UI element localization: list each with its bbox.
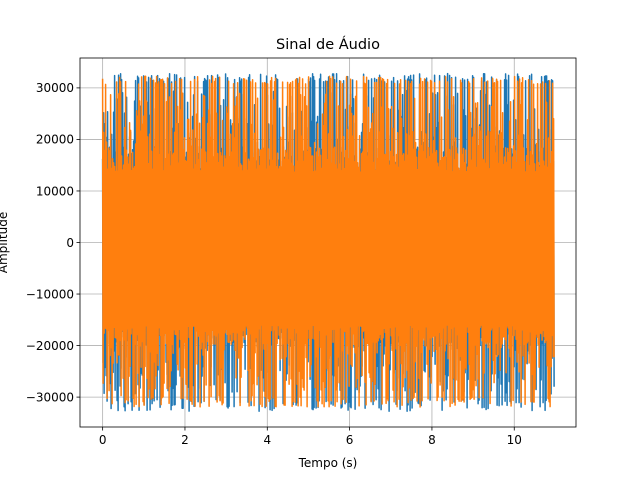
series-layer [101, 72, 555, 413]
chart-title: Sinal de Áudio [276, 36, 380, 53]
x-tick-label: 6 [346, 433, 354, 447]
y-tick-label: −10000 [26, 287, 74, 301]
y-tick-label: −30000 [26, 390, 74, 404]
x-tick-label: 10 [507, 433, 522, 447]
y-axis-label: Amplitude [0, 212, 10, 274]
x-tick-label: 4 [263, 433, 271, 447]
series-2-line [101, 75, 555, 408]
y-tick-label: 10000 [36, 184, 74, 198]
x-axis-label: Tempo (s) [298, 456, 358, 470]
y-tick-label: 30000 [36, 81, 74, 95]
x-tick-label: 0 [99, 433, 107, 447]
x-tick-label: 2 [181, 433, 189, 447]
x-tick-label: 8 [428, 433, 436, 447]
y-tick-label: 0 [66, 236, 74, 250]
y-tick-label: 20000 [36, 133, 74, 147]
y-tick-label: −20000 [26, 339, 74, 353]
x-axis-ticks: 0 2 4 6 8 10 [99, 427, 522, 447]
y-axis-ticks: −30000 −20000 −10000 0 10000 20000 30000 [26, 81, 80, 404]
